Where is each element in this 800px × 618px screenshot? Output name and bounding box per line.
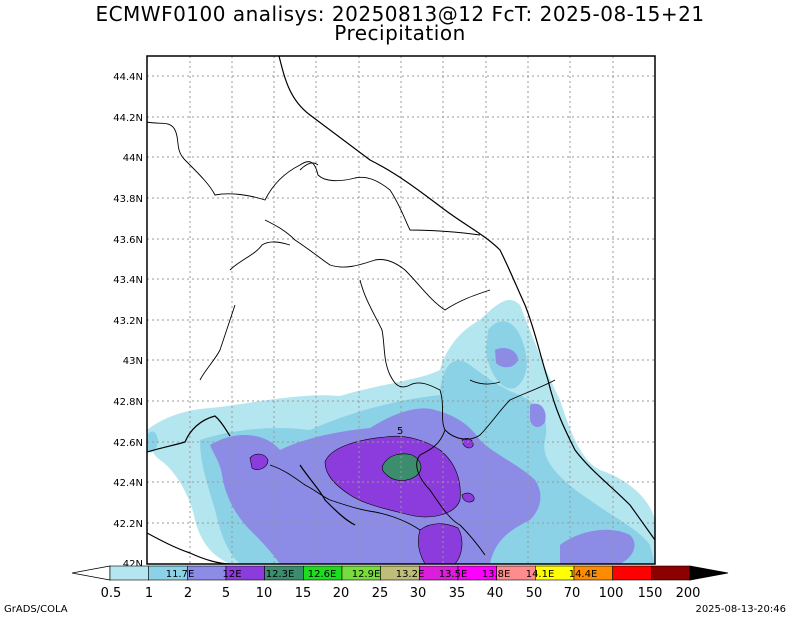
- footer-timestamp: 2025-08-13-20:46: [695, 604, 786, 615]
- lat-label: 42.2N: [113, 519, 143, 530]
- lon-label: 12.9E: [352, 569, 381, 580]
- lon-label: 14.4E: [569, 569, 598, 580]
- lat-label: 43N: [123, 356, 143, 367]
- lat-label: 43.8N: [113, 194, 143, 205]
- lat-label: 43.2N: [113, 316, 143, 327]
- colorbar-tick: 30: [410, 586, 427, 601]
- lat-label: 43.4N: [113, 275, 143, 286]
- lon-label: 12.3E: [266, 569, 295, 580]
- colorbar-tick: 2: [184, 586, 192, 601]
- lat-label: 42N: [123, 559, 143, 570]
- colorbar-tick: 35: [449, 586, 466, 601]
- colorbar-over-arrow: [689, 565, 729, 581]
- lon-label: 14.1E: [526, 569, 555, 580]
- colorbar-tick: 50: [526, 586, 543, 601]
- colorbar: [71, 565, 729, 581]
- boundaries: [147, 56, 655, 564]
- lon-label: 11.7E: [166, 569, 195, 580]
- colorbar-under-arrow: [71, 565, 111, 581]
- colorbar-tick: 25: [372, 586, 389, 601]
- colorbar-cell: [651, 565, 691, 581]
- station-marker: 5: [397, 426, 403, 437]
- lat-label: 44N: [123, 153, 143, 164]
- lon-label: 13.8E: [482, 569, 511, 580]
- lon-label: 13.2E: [396, 569, 425, 580]
- map-frame: [146, 55, 656, 565]
- colorbar-tick: 0.5: [101, 586, 122, 601]
- colorbar-tick: 1: [145, 586, 153, 601]
- lon-label: 12.6E: [308, 569, 337, 580]
- colorbar-tick: 10: [256, 586, 273, 601]
- lat-label: 42.4N: [113, 478, 143, 489]
- lat-label: 42.6N: [113, 438, 143, 449]
- colorbar-cell: [109, 565, 149, 581]
- footer-credit: GrADS/COLA: [4, 604, 68, 615]
- colorbar-tick: 5: [222, 586, 230, 601]
- lat-label: 43.6N: [113, 235, 143, 246]
- colorbar-ticks: 0.5 1 2 5 10 15 20 25 30 35 40 50 70 100…: [101, 586, 701, 601]
- colorbar-tick: 15: [295, 586, 312, 601]
- colorbar-tick: 150: [638, 586, 663, 601]
- lat-label: 42.8N: [113, 397, 143, 408]
- lon-label: 13.5E: [439, 569, 468, 580]
- colorbar-tick: 20: [333, 586, 350, 601]
- lon-label: 12E: [222, 569, 241, 580]
- latitude-labels: 44.4N 44.2N 44N 43.8N 43.6N 43.4N 43.2N …: [113, 72, 143, 570]
- map-subtitle: Precipitation: [334, 21, 466, 45]
- colorbar-tick: 100: [599, 586, 624, 601]
- colorbar-cell: [612, 565, 652, 581]
- lat-label: 44.4N: [113, 72, 143, 83]
- colorbar-tick: 40: [487, 586, 504, 601]
- longitude-labels: 11.7E 12E 12.3E 12.6E 12.9E 13.2E 13.5E …: [166, 569, 598, 580]
- colorbar-tick: 200: [676, 586, 701, 601]
- colorbar-tick: 70: [564, 586, 581, 601]
- lat-label: 44.2N: [113, 113, 143, 124]
- map-title: ECMWF0100 analisys: 20250813@12 FcT: 202…: [95, 2, 705, 26]
